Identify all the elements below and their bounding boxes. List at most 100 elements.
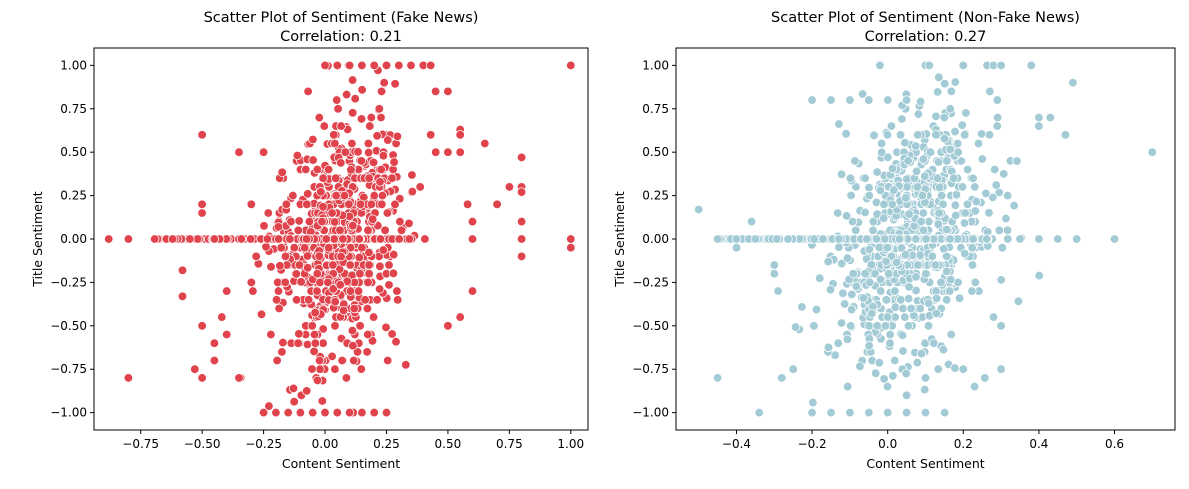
scatter-point: [467, 216, 478, 227]
scatter-point: [887, 163, 898, 174]
chart-title: Scatter Plot of Sentiment (Non-Fake News…: [771, 10, 1080, 26]
scatter-point: [1034, 112, 1044, 123]
scatter-point: [1109, 234, 1120, 244]
scatter-point: [880, 321, 891, 331]
x-axis-label: Content Sentiment: [866, 456, 984, 471]
scatter-point: [197, 130, 207, 140]
scatter-point: [346, 165, 356, 175]
scatter-point: [916, 216, 926, 227]
scatter-point: [913, 109, 924, 119]
scatter-point: [823, 342, 834, 353]
scatter-point: [951, 210, 961, 221]
scatter-point: [808, 397, 818, 408]
scatter-point: [877, 147, 887, 157]
scatter-point: [931, 293, 942, 304]
scatter-point: [330, 138, 340, 149]
scatter-point: [394, 60, 404, 71]
scatter-point: [876, 286, 886, 296]
scatter-point: [942, 224, 952, 235]
scatter-point: [271, 295, 282, 305]
scatter-point: [348, 108, 358, 118]
scatter-point: [931, 111, 941, 122]
y-tick-label: 1.00: [642, 58, 669, 72]
scatter-point: [314, 112, 324, 123]
scatter-point: [946, 274, 956, 285]
scatter-point: [925, 147, 936, 157]
scatter-point: [846, 190, 856, 201]
scatter-point: [970, 206, 980, 216]
scatter-point: [209, 338, 220, 348]
y-tick-label: −0.50: [50, 319, 87, 333]
scatter-point: [289, 397, 299, 407]
x-tick-label: 0.4: [1029, 437, 1048, 451]
scatter-point: [870, 269, 880, 279]
scatter-point: [842, 253, 853, 263]
scatter-point: [355, 199, 366, 209]
scatter-point: [750, 234, 761, 244]
scatter-point: [1001, 213, 1011, 224]
x-tick-label: −0.50: [184, 437, 221, 451]
scatter-point: [123, 373, 134, 383]
scatter-point: [915, 96, 926, 107]
scatter-point: [364, 269, 374, 279]
scatter-point: [973, 138, 984, 149]
scatter-point: [357, 407, 367, 418]
scatter-point: [927, 251, 937, 262]
scatter-point: [942, 295, 952, 305]
scatter-point: [936, 277, 946, 288]
scatter-point: [364, 260, 374, 270]
scatter-point: [309, 329, 320, 340]
scatter-point: [331, 190, 341, 201]
scatter-point: [967, 286, 977, 296]
scatter-point: [906, 303, 916, 314]
scatter-point: [443, 86, 453, 97]
scatter-point: [838, 288, 848, 298]
scatter-point: [984, 130, 995, 140]
scatter-point: [883, 95, 893, 105]
scatter-point: [957, 120, 967, 130]
scatter-point: [236, 234, 247, 244]
scatter-point: [516, 234, 527, 244]
scatter-point: [882, 243, 892, 253]
scatter-point: [309, 346, 319, 357]
scatter-point: [315, 277, 325, 288]
scatter-point: [404, 234, 414, 244]
scatter-point: [904, 209, 914, 219]
scatter-point: [938, 344, 949, 355]
scatter-point: [300, 243, 310, 253]
scatter-point: [850, 156, 860, 166]
scatter-point: [363, 277, 373, 288]
scatter-point: [294, 216, 304, 226]
scatter-point: [302, 339, 313, 350]
scatter-point: [382, 208, 393, 218]
scatter-point: [492, 199, 502, 209]
scatter-point: [950, 126, 960, 137]
scatter-point: [1053, 234, 1063, 244]
x-axis-label: Content Sentiment: [282, 456, 400, 471]
scatter-point: [809, 234, 819, 244]
scatter-point: [1009, 200, 1019, 211]
scatter-point: [185, 234, 195, 244]
scatter-point: [864, 244, 874, 255]
scatter-point: [355, 321, 365, 331]
scatter-point: [834, 119, 844, 129]
scatter-point: [302, 386, 312, 396]
scatter-point: [918, 208, 928, 218]
scatter-point: [783, 234, 793, 244]
scatter-point: [379, 78, 389, 88]
scatter-point: [344, 60, 355, 71]
scatter-point: [882, 130, 893, 140]
scatter-point: [843, 381, 853, 392]
scatter-point: [962, 199, 973, 209]
scatter-point: [864, 183, 874, 193]
scatter-point: [985, 86, 995, 97]
scatter-point: [945, 144, 955, 155]
scatter-point: [407, 186, 418, 197]
scatter-point: [879, 213, 889, 223]
scatter-point: [462, 199, 473, 209]
scatter-point: [913, 260, 923, 270]
x-tick-label: 0.2: [954, 437, 973, 451]
scatter-point: [406, 60, 416, 71]
scatter-point: [335, 280, 345, 290]
scatter-point: [840, 299, 850, 309]
